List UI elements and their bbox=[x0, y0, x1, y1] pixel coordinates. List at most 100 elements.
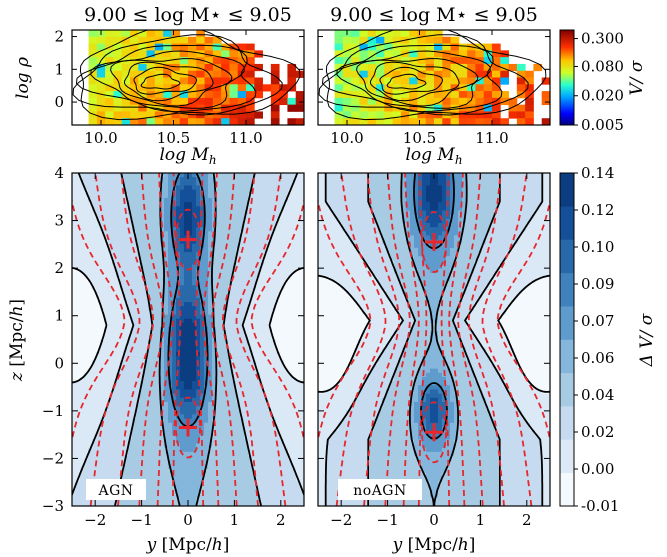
field-cell bbox=[260, 381, 265, 386]
field-cell bbox=[148, 422, 153, 428]
field-cell bbox=[252, 302, 257, 307]
field-cell bbox=[164, 476, 169, 482]
field-cell bbox=[72, 397, 77, 403]
field-cell bbox=[112, 322, 117, 328]
field-cell bbox=[264, 472, 269, 478]
field-cell bbox=[144, 318, 149, 324]
field-cell bbox=[264, 173, 269, 178]
heatmap-cell bbox=[525, 70, 534, 78]
field-cell bbox=[228, 489, 233, 495]
heatmap-cell bbox=[212, 70, 222, 78]
heatmap-cell bbox=[130, 50, 139, 58]
field-cell bbox=[100, 302, 105, 307]
field-cell bbox=[100, 464, 105, 470]
field-cell bbox=[256, 289, 261, 295]
field-cell bbox=[268, 202, 273, 207]
field-cell bbox=[220, 368, 225, 374]
field-cell bbox=[252, 381, 257, 386]
field-cell bbox=[244, 410, 249, 415]
heatmap-cell bbox=[138, 77, 147, 85]
field-cell bbox=[248, 177, 253, 182]
field-cell bbox=[108, 464, 113, 470]
field-cell bbox=[100, 247, 105, 253]
field-cell bbox=[156, 331, 161, 336]
field-cell bbox=[184, 210, 189, 216]
heatmap-cell bbox=[295, 118, 304, 125]
field-cell bbox=[256, 256, 261, 261]
field-cell bbox=[184, 406, 189, 411]
field-cell bbox=[268, 468, 273, 474]
field-cell bbox=[268, 289, 273, 295]
field-cell bbox=[220, 435, 225, 440]
field-cell bbox=[196, 501, 201, 506]
field-cell bbox=[120, 227, 125, 232]
field-cell bbox=[112, 185, 117, 191]
field-cell bbox=[280, 227, 285, 232]
field-cell bbox=[284, 343, 289, 349]
field-cell bbox=[176, 401, 181, 407]
heatmap-cell bbox=[425, 50, 435, 58]
field-cell bbox=[76, 381, 81, 386]
field-cell bbox=[188, 331, 193, 336]
field-cell bbox=[140, 239, 145, 245]
field-cell bbox=[76, 243, 81, 249]
field-cell bbox=[244, 327, 249, 332]
field-cell bbox=[120, 426, 125, 432]
field-cell bbox=[96, 181, 101, 186]
field-cell bbox=[272, 264, 277, 270]
heatmap-cell bbox=[475, 118, 485, 125]
field-cell bbox=[76, 406, 81, 411]
field-cell bbox=[212, 277, 217, 282]
field-cell bbox=[260, 239, 265, 245]
field-cell bbox=[260, 426, 265, 432]
heatmap-cell bbox=[342, 84, 352, 92]
heatmap-cell bbox=[541, 91, 550, 99]
heatmap-cell bbox=[121, 30, 131, 38]
field-cell bbox=[272, 177, 277, 182]
field-cell bbox=[192, 289, 197, 295]
field-cell bbox=[180, 256, 185, 261]
field-cell bbox=[240, 293, 245, 299]
field-cell bbox=[184, 339, 189, 345]
heatmap-cell bbox=[154, 104, 164, 112]
heatmap-cell bbox=[221, 50, 230, 58]
field-cell bbox=[76, 393, 81, 399]
field-cell bbox=[116, 389, 121, 395]
field-cell bbox=[264, 185, 269, 191]
field-cell bbox=[144, 464, 149, 470]
field-cell bbox=[124, 252, 129, 257]
field-cell bbox=[116, 231, 121, 236]
field-cell bbox=[200, 397, 205, 403]
heatmap-cell bbox=[96, 43, 106, 51]
field-cell bbox=[244, 297, 249, 303]
heatmap-cell bbox=[434, 91, 443, 99]
field-cell bbox=[220, 302, 225, 307]
field-cell bbox=[140, 306, 145, 311]
field-cell bbox=[196, 485, 201, 490]
field-cell bbox=[104, 356, 109, 361]
field-cell bbox=[80, 439, 85, 445]
field-cell bbox=[84, 247, 89, 253]
field-cell bbox=[164, 256, 169, 261]
field-cell bbox=[280, 476, 285, 482]
field-cell bbox=[236, 485, 241, 490]
field-cell bbox=[136, 173, 141, 178]
field-cell bbox=[80, 193, 85, 199]
field-cell bbox=[96, 351, 101, 357]
field-cell bbox=[144, 247, 149, 253]
field-cell bbox=[208, 218, 213, 224]
field-cell bbox=[92, 368, 97, 374]
heatmap-cell bbox=[154, 118, 164, 125]
field-cell bbox=[96, 456, 101, 461]
field-cell bbox=[204, 451, 209, 457]
field-cell bbox=[112, 239, 117, 245]
field-cell bbox=[136, 239, 141, 245]
field-cell bbox=[276, 472, 281, 478]
field-cell bbox=[184, 497, 189, 503]
field-cell bbox=[128, 356, 133, 361]
field-cell bbox=[128, 439, 133, 445]
field-cell bbox=[112, 393, 117, 399]
field-cell bbox=[240, 318, 245, 324]
heatmap-cell bbox=[483, 43, 493, 51]
field-cell bbox=[160, 268, 165, 274]
